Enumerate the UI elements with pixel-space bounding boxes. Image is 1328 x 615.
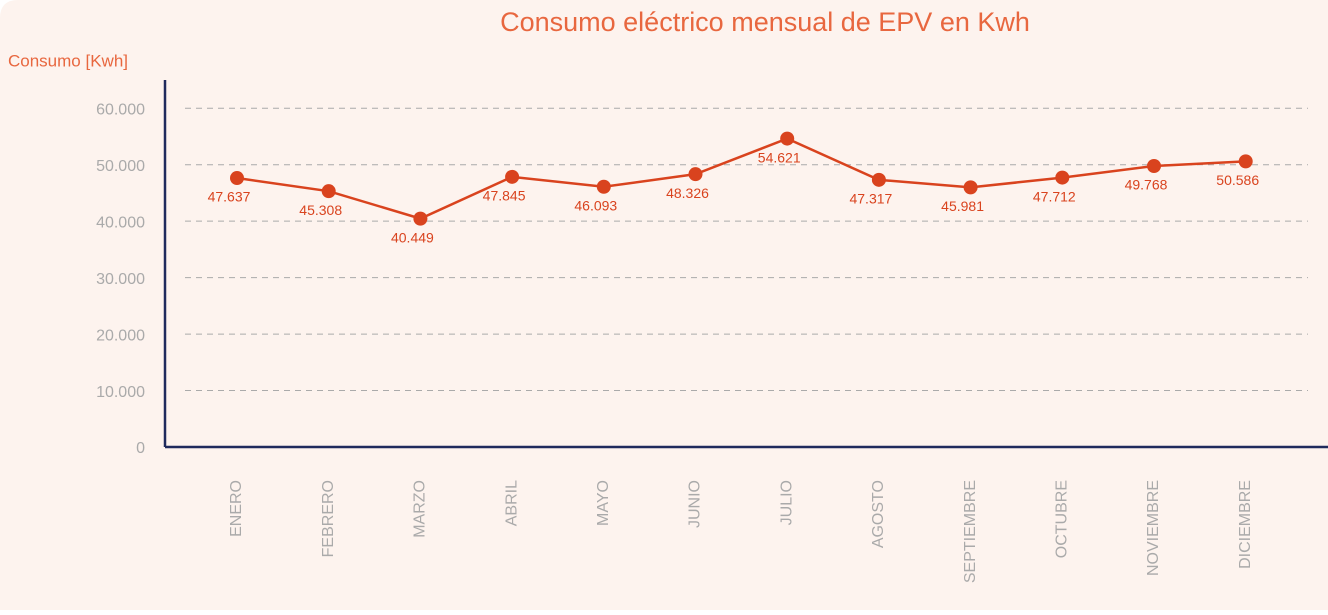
y-tick-label: 0 xyxy=(136,440,145,457)
y-tick-label: 40.000 xyxy=(96,214,145,231)
point xyxy=(596,179,611,194)
y-tick-label: 20.000 xyxy=(96,327,145,344)
point xyxy=(1147,159,1161,174)
point xyxy=(871,172,886,187)
x-tick-label: ABRIL xyxy=(503,480,520,526)
point xyxy=(1238,154,1253,169)
y-tick-label: 60.000 xyxy=(96,101,145,118)
x-tick-label: MARZO xyxy=(412,480,429,538)
data-label: 54.621 xyxy=(758,149,801,165)
point xyxy=(688,167,703,182)
x-tick-label: OCTUBRE xyxy=(1054,480,1071,558)
point xyxy=(963,180,978,195)
line xyxy=(236,137,1246,220)
point xyxy=(505,169,520,184)
chart-title: Consumo eléctrico mensual de EPV en Kwh xyxy=(500,7,1030,37)
point xyxy=(1055,170,1070,185)
y-tick-label: 10.000 xyxy=(96,384,145,401)
point xyxy=(413,211,428,226)
y-tick-label: 30.000 xyxy=(96,271,145,288)
x-tick-label: DICIEMBRE xyxy=(1237,480,1254,569)
data-label: 45.308 xyxy=(299,202,342,218)
point xyxy=(230,171,244,186)
data-label: 40.449 xyxy=(391,229,434,245)
x-tick-label: MAYO xyxy=(595,480,612,526)
data-label: 47.317 xyxy=(849,191,892,207)
x-tick-label: JUNIO xyxy=(687,480,704,528)
x-tick-label: JULIO xyxy=(778,480,795,525)
data-label: 48.326 xyxy=(666,185,709,201)
x-tick-label: ENERO xyxy=(228,480,245,537)
data-label: 49.768 xyxy=(1125,177,1168,193)
y-axis-label: Consumo [Kwh] xyxy=(8,51,128,70)
x-tick-label: SEPTIEMBRE xyxy=(962,480,979,583)
data-label: 45.981 xyxy=(941,198,984,214)
point xyxy=(780,131,795,146)
data-label: 47.712 xyxy=(1033,188,1076,204)
data-label: 50.586 xyxy=(1216,172,1259,188)
y-tick-label: 50.000 xyxy=(96,158,145,175)
x-tick-label: NOVIEMBRE xyxy=(1145,480,1162,576)
x-tick-label: FEBRERO xyxy=(320,480,337,557)
data-label: 47.637 xyxy=(208,189,251,205)
data-label: 46.093 xyxy=(574,197,617,213)
point xyxy=(321,184,336,199)
data-label: 47.845 xyxy=(483,188,526,204)
x-tick-label: AGOSTO xyxy=(870,480,887,548)
